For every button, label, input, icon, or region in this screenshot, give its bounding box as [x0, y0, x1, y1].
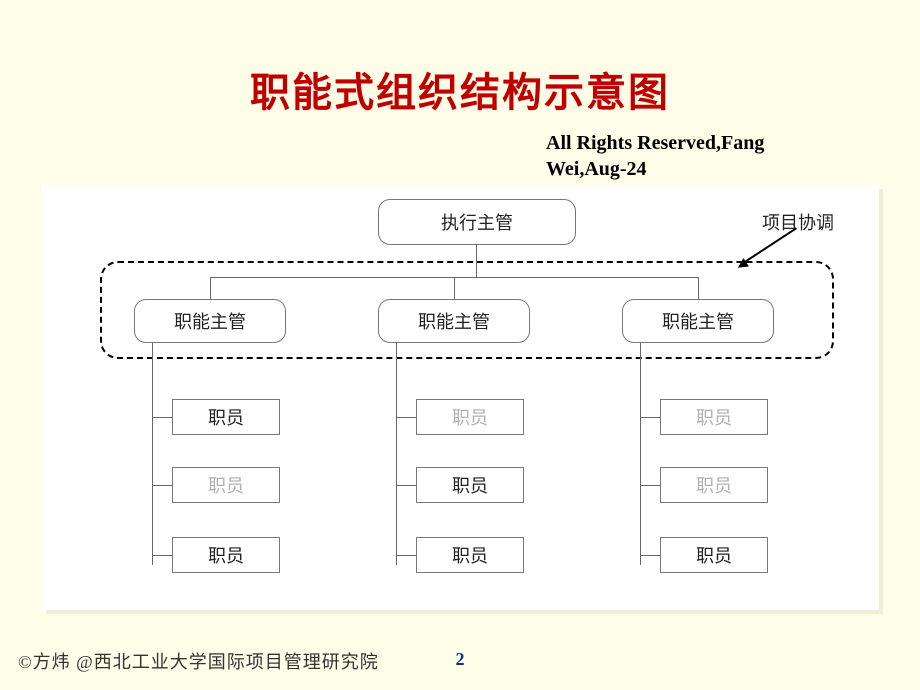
staff-elbow-0-2: [152, 555, 172, 556]
rights-line1: All Rights Reserved,Fang: [546, 132, 764, 154]
tree-drop-1: [454, 277, 455, 299]
manager-node-1: 职能主管: [378, 299, 530, 343]
staff-node-1-1: 职员: [416, 467, 524, 503]
staff-elbow-1-2: [396, 555, 416, 556]
staff-elbow-1-1: [396, 485, 416, 486]
staff-vline-1: [396, 343, 397, 565]
footer-credit: ©方炜 @西北工业大学国际项目管理研究院: [18, 648, 379, 674]
staff-node-1-2: 职员: [416, 537, 524, 573]
page-title: 职能式组织结构示意图: [0, 60, 920, 118]
staff-node-2-1: 职员: [660, 467, 768, 503]
staff-elbow-0-0: [152, 417, 172, 418]
staff-node-1-0: 职员: [416, 399, 524, 435]
staff-elbow-2-1: [640, 485, 660, 486]
staff-vline-0: [152, 343, 153, 565]
staff-elbow-2-2: [640, 555, 660, 556]
org-chart-panel: 执行主管职能主管职能主管职能主管职员职员职员职员职员职员职员职员职员项目协调: [42, 185, 879, 610]
staff-vline-2: [640, 343, 641, 565]
rights-notice: All Rights Reserved,Fang Wei,Aug-24: [546, 130, 846, 182]
tree-drop-0: [210, 277, 211, 299]
staff-node-2-2: 职员: [660, 537, 768, 573]
tree-drop-2: [698, 277, 699, 299]
tree-vline-top: [476, 245, 477, 277]
annotation-label: 项目协调: [762, 209, 834, 235]
exec-node: 执行主管: [378, 199, 576, 245]
staff-elbow-2-0: [640, 417, 660, 418]
staff-elbow-0-1: [152, 485, 172, 486]
manager-node-0: 职能主管: [134, 299, 286, 343]
manager-node-2: 职能主管: [622, 299, 774, 343]
staff-elbow-1-0: [396, 417, 416, 418]
rights-line2: Wei,Aug-24: [546, 158, 647, 180]
staff-node-0-2: 职员: [172, 537, 280, 573]
staff-node-0-1: 职员: [172, 467, 280, 503]
staff-node-2-0: 职员: [660, 399, 768, 435]
staff-node-0-0: 职员: [172, 399, 280, 435]
